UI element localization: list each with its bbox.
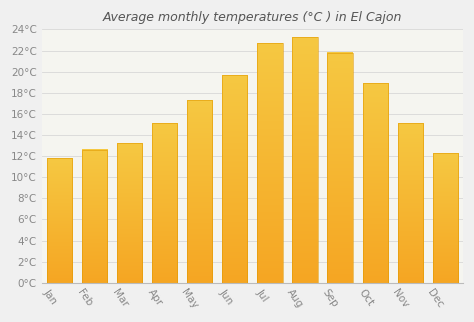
Bar: [363, 83, 388, 283]
Bar: [82, 150, 107, 283]
Bar: [187, 100, 212, 283]
Bar: [117, 143, 142, 283]
Bar: [292, 37, 318, 283]
Bar: [152, 123, 177, 283]
Bar: [328, 53, 353, 283]
Bar: [222, 75, 247, 283]
Bar: [433, 153, 458, 283]
Title: Average monthly temperatures (°C ) in El Cajon: Average monthly temperatures (°C ) in El…: [103, 11, 402, 24]
Bar: [398, 123, 423, 283]
Bar: [257, 43, 283, 283]
Bar: [47, 158, 72, 283]
